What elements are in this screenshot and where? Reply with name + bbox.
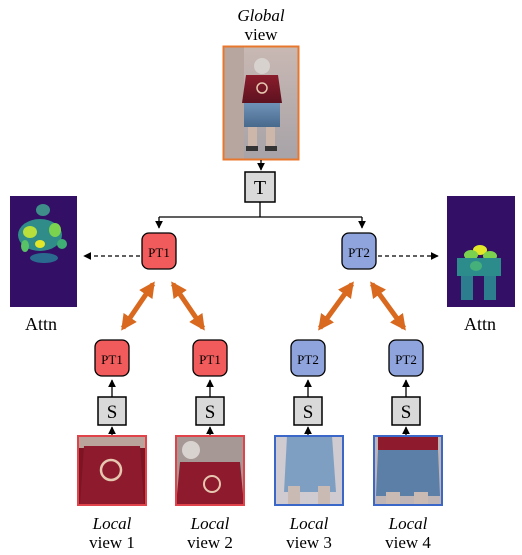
distill-arrow-2 xyxy=(170,281,206,331)
teacher-pt1-token: PT1 xyxy=(141,232,177,270)
distill-arrow-4 xyxy=(369,281,407,331)
local-view-2-label: view 2 xyxy=(187,533,233,552)
student-to-token-arrows xyxy=(108,379,410,397)
distill-arrow-3 xyxy=(317,281,355,331)
teacher-label: T xyxy=(254,177,266,199)
global-view-label: view xyxy=(244,25,278,44)
student-box-2: S xyxy=(195,396,225,426)
svg-text:PT2: PT2 xyxy=(297,352,319,367)
student-pt2-token-4: PT2 xyxy=(388,339,424,377)
student-pt2-token-3: PT2 xyxy=(290,339,326,377)
global-view-label-italic: Global xyxy=(237,6,285,25)
svg-text:PT1: PT1 xyxy=(148,245,170,260)
teacher-pt2-token: PT2 xyxy=(341,232,377,270)
local-view-image-4 xyxy=(373,435,443,506)
local-view-image-3 xyxy=(274,435,344,506)
teacher-box xyxy=(244,171,276,203)
svg-text:PT1: PT1 xyxy=(101,352,123,367)
student-box-1: S xyxy=(97,396,127,426)
local-view-2-label-italic: Local xyxy=(190,514,230,533)
local-view-1-label-italic: Local xyxy=(92,514,132,533)
view-to-student-arrows xyxy=(108,426,410,435)
svg-text:S: S xyxy=(205,402,216,423)
local-view-image-1 xyxy=(77,435,147,506)
student-pt1-token-1: PT1 xyxy=(94,339,130,377)
attn-label-right: Attn xyxy=(464,314,496,334)
attn-label-left: Attn xyxy=(25,314,57,334)
student-box-3: S xyxy=(293,396,323,426)
distillation-arrows xyxy=(120,281,407,331)
student-pt1-token-2: PT1 xyxy=(192,339,228,377)
svg-text:PT2: PT2 xyxy=(348,245,370,260)
svg-text:PT1: PT1 xyxy=(199,352,221,367)
svg-text:PT2: PT2 xyxy=(395,352,417,367)
attention-map-right xyxy=(447,196,515,307)
student-box-4: S xyxy=(391,396,421,426)
local-view-4-label: view 4 xyxy=(385,533,431,552)
local-view-3-label-italic: Local xyxy=(289,514,329,533)
local-view-1-label: view 1 xyxy=(89,533,135,552)
local-view-4-label-italic: Local xyxy=(388,514,428,533)
global-view-image xyxy=(222,45,300,161)
local-view-3-label: view 3 xyxy=(286,533,332,552)
svg-text:S: S xyxy=(401,402,412,423)
svg-text:S: S xyxy=(107,402,118,423)
local-view-image-2 xyxy=(175,435,245,506)
teacher-branch-arrows xyxy=(155,202,366,229)
attention-map-left xyxy=(10,196,77,307)
svg-text:S: S xyxy=(303,402,314,423)
distill-arrow-1 xyxy=(120,281,156,331)
